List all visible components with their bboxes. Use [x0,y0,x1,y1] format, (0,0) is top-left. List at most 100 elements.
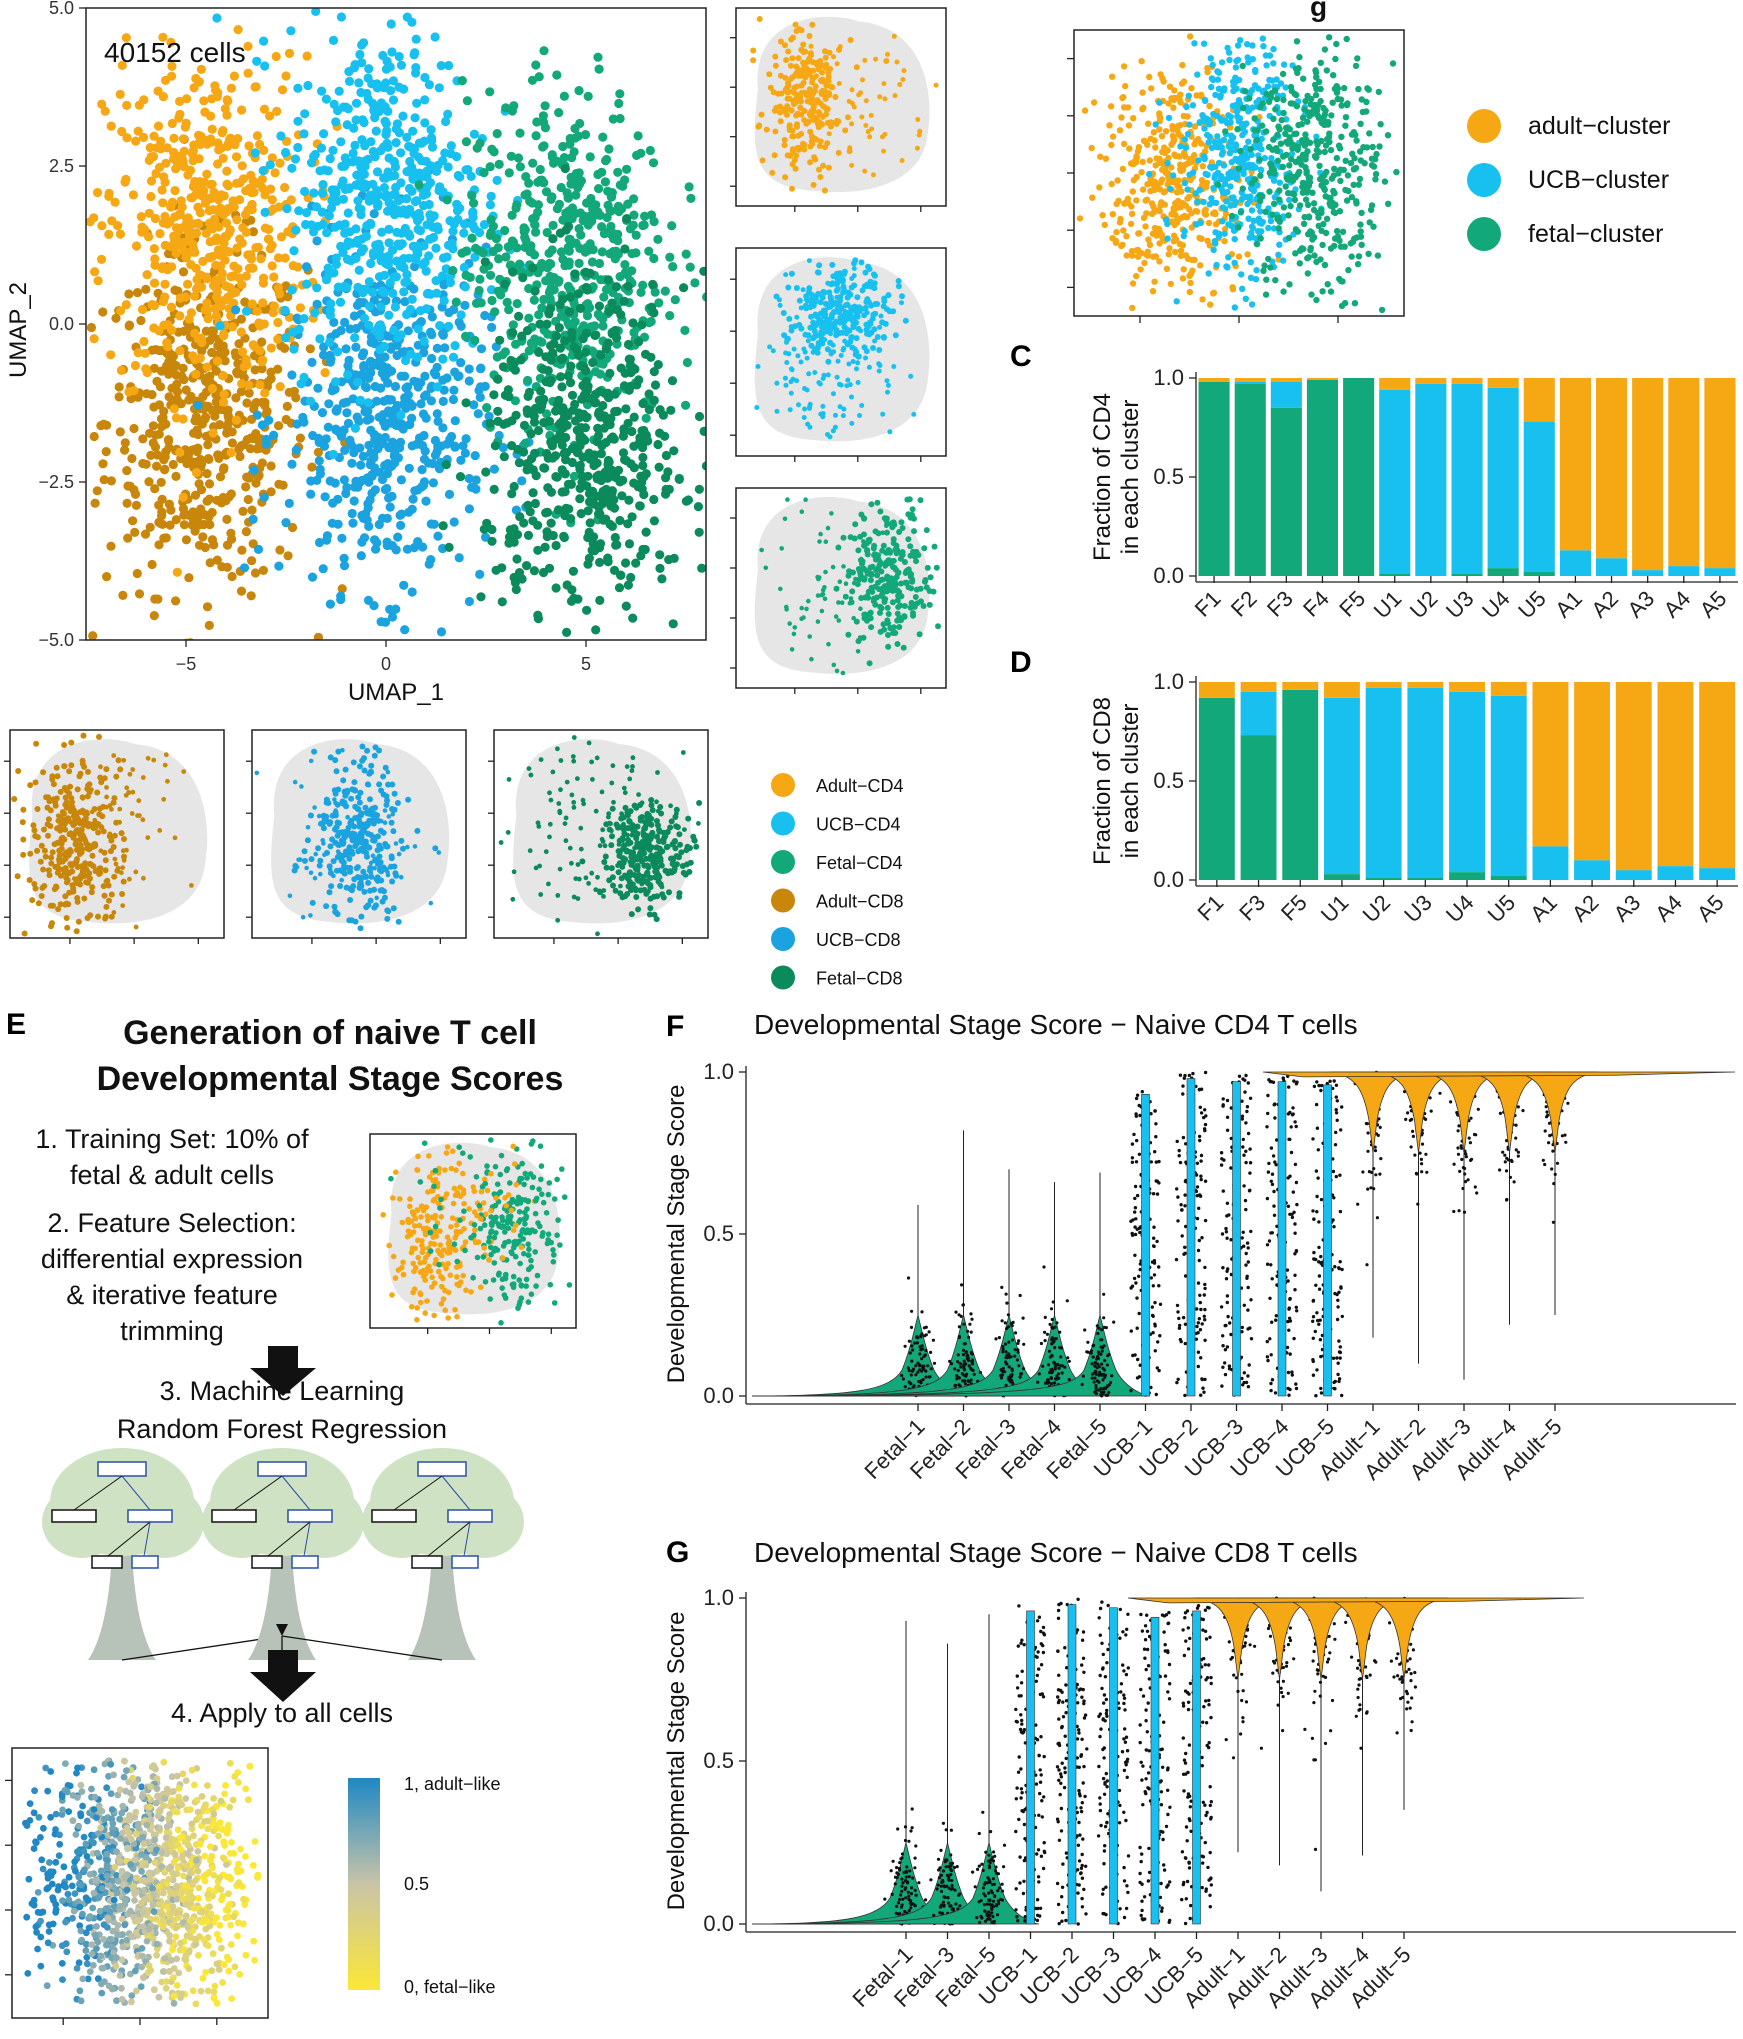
bar-category-label: A5 [1692,890,1729,927]
bar-segment [1523,572,1555,576]
bar-segment [1282,689,1319,880]
umap-a-xtick: 5 [581,654,591,674]
bar-category-label: A4 [1650,890,1687,927]
bar-ylabel-line1: Fraction of CD4 [1089,393,1116,561]
bar-segment [1487,387,1519,569]
bar-segment [1632,378,1664,571]
panel-label-e: E [6,1008,26,1041]
adult-violin-ribbon [1127,1597,1585,1604]
inset-fetal-cd4 [730,487,947,694]
training-set-umap [369,1133,577,1334]
violin-adult-4 [1318,1597,1407,1856]
bar-segment [1615,682,1652,871]
inset-ucb-cd8 [246,729,467,944]
bar-segment [1365,682,1402,688]
bar-category-label: A1 [1550,586,1587,623]
arrowhead-icon [276,1624,288,1636]
down-arrow-icon-2 [250,1650,316,1702]
umap-series-fetal-cd8 [438,163,706,638]
violin-ucb-4 [1138,1610,1172,1925]
violin-fetal-5 [751,1172,1151,1398]
umap-a-ytick: 2.5 [49,156,74,176]
violin-adult-2 [1374,1071,1463,1364]
umap-series-adult-cd4 [86,25,369,577]
adult-violin-ribbon [1262,1071,1736,1078]
bar-category-label: F2 [1226,586,1262,622]
step-4: 4. Apply to all cells [171,1698,393,1728]
bar-segment [1240,682,1277,692]
umap-a-axes: −5 0 5 −5.0 −2.5 0.0 2.5 5.0 [38,0,591,674]
bar-segment [1379,389,1411,574]
legend-swatch [771,811,795,836]
bar-category-label: A2 [1567,890,1604,927]
panel-a-legend: Adult−CD4 UCB−CD4 Fetal−CD4 Adult−CD8 UCB−CD… [771,773,904,990]
bar-ytick: 1.0 [1153,669,1184,694]
legend-label: Fetal−CD4 [816,853,903,873]
bar-segment [1699,868,1736,880]
violin-ytick: 0.0 [703,1911,734,1936]
panel-label-d: D [1010,646,1032,679]
bar-segment [1379,378,1411,390]
bar-segment [1449,682,1485,692]
colorbar-label-low: 0, fetal−like [404,1977,496,1997]
violin-adult-2 [1235,1596,1324,1866]
bar-category-label: U2 [1405,586,1443,624]
bar-category-label: A4 [1659,586,1696,623]
panel-f-title: Developmental Stage Score − Naive CD4 T … [754,1009,1358,1040]
bar-segment [1668,566,1700,576]
panel-a-umap: −5 0 5 −5.0 −2.5 0.0 2.5 5.0 40152 cells UMAP_1… [5,0,707,706]
violin-ytick: 0.5 [703,1748,734,1773]
umap-series-fetal-cd4 [414,46,706,528]
inset-adult-cd4 [730,7,947,212]
violin-ucb-1 [1014,1604,1047,1925]
bar-segment [1699,682,1736,869]
umap-a-ytick: 0.0 [49,314,74,334]
bar-ytick: 0.0 [1153,563,1184,588]
bar-segment [1324,682,1360,698]
bar-segment [1415,378,1447,384]
umap-a-xtick: 0 [381,654,391,674]
violin-ytick: 0.0 [703,1383,734,1408]
panel-e-title-line2: Developmental Stage Scores [97,1060,564,1098]
bar-category-label: F5 [1276,890,1312,926]
bar-segment [1306,378,1338,380]
bar-segment [1365,687,1402,878]
bar-segment [1198,382,1230,576]
step-3-line2: Random Forest Regression [117,1414,447,1444]
bar-ytick: 1.0 [1153,365,1184,390]
bar-segment [1270,382,1302,408]
bar-category-label: F1 [1190,586,1226,622]
umap-inset-panels [4,7,947,944]
bar-segment [1704,378,1736,569]
bar-segment [1574,682,1610,861]
bar-segment [1490,682,1527,696]
violin-adult-1 [1193,1597,1283,1853]
bar-segment [1668,378,1700,567]
violin-ucb-5 [1311,1079,1345,1398]
umap-a-ylabel: UMAP_2 [5,282,32,378]
bar-segment [1240,691,1277,736]
bar-segment [1198,682,1235,698]
bar-category-label: U5 [1513,586,1551,624]
bar-category-label: U1 [1369,586,1407,624]
bar-category-label: U2 [1358,890,1396,928]
bar-segment [1487,378,1519,388]
bar-segment [1596,378,1628,559]
bar-segment [1234,378,1266,382]
bar-category-label: U3 [1441,586,1479,624]
bar-segment [1490,876,1527,880]
inset-adult-cd8 [4,729,225,944]
panel-b: g adult−cluster UCB−cluster fetal−cluster [1067,0,1670,323]
bar-segment [1451,383,1483,574]
bar-segment [1415,383,1447,576]
violin-ucb-2 [1055,1597,1089,1926]
bar-segment [1451,378,1483,384]
bar-segment [1532,682,1569,847]
bar-segment [1379,574,1411,576]
panel-label-f: F [666,1010,684,1043]
panel-b-umap [1067,29,1405,323]
bar-ylabel-line2: in each cluster [1117,704,1144,859]
random-forest-trees-illustration [42,1448,524,1661]
